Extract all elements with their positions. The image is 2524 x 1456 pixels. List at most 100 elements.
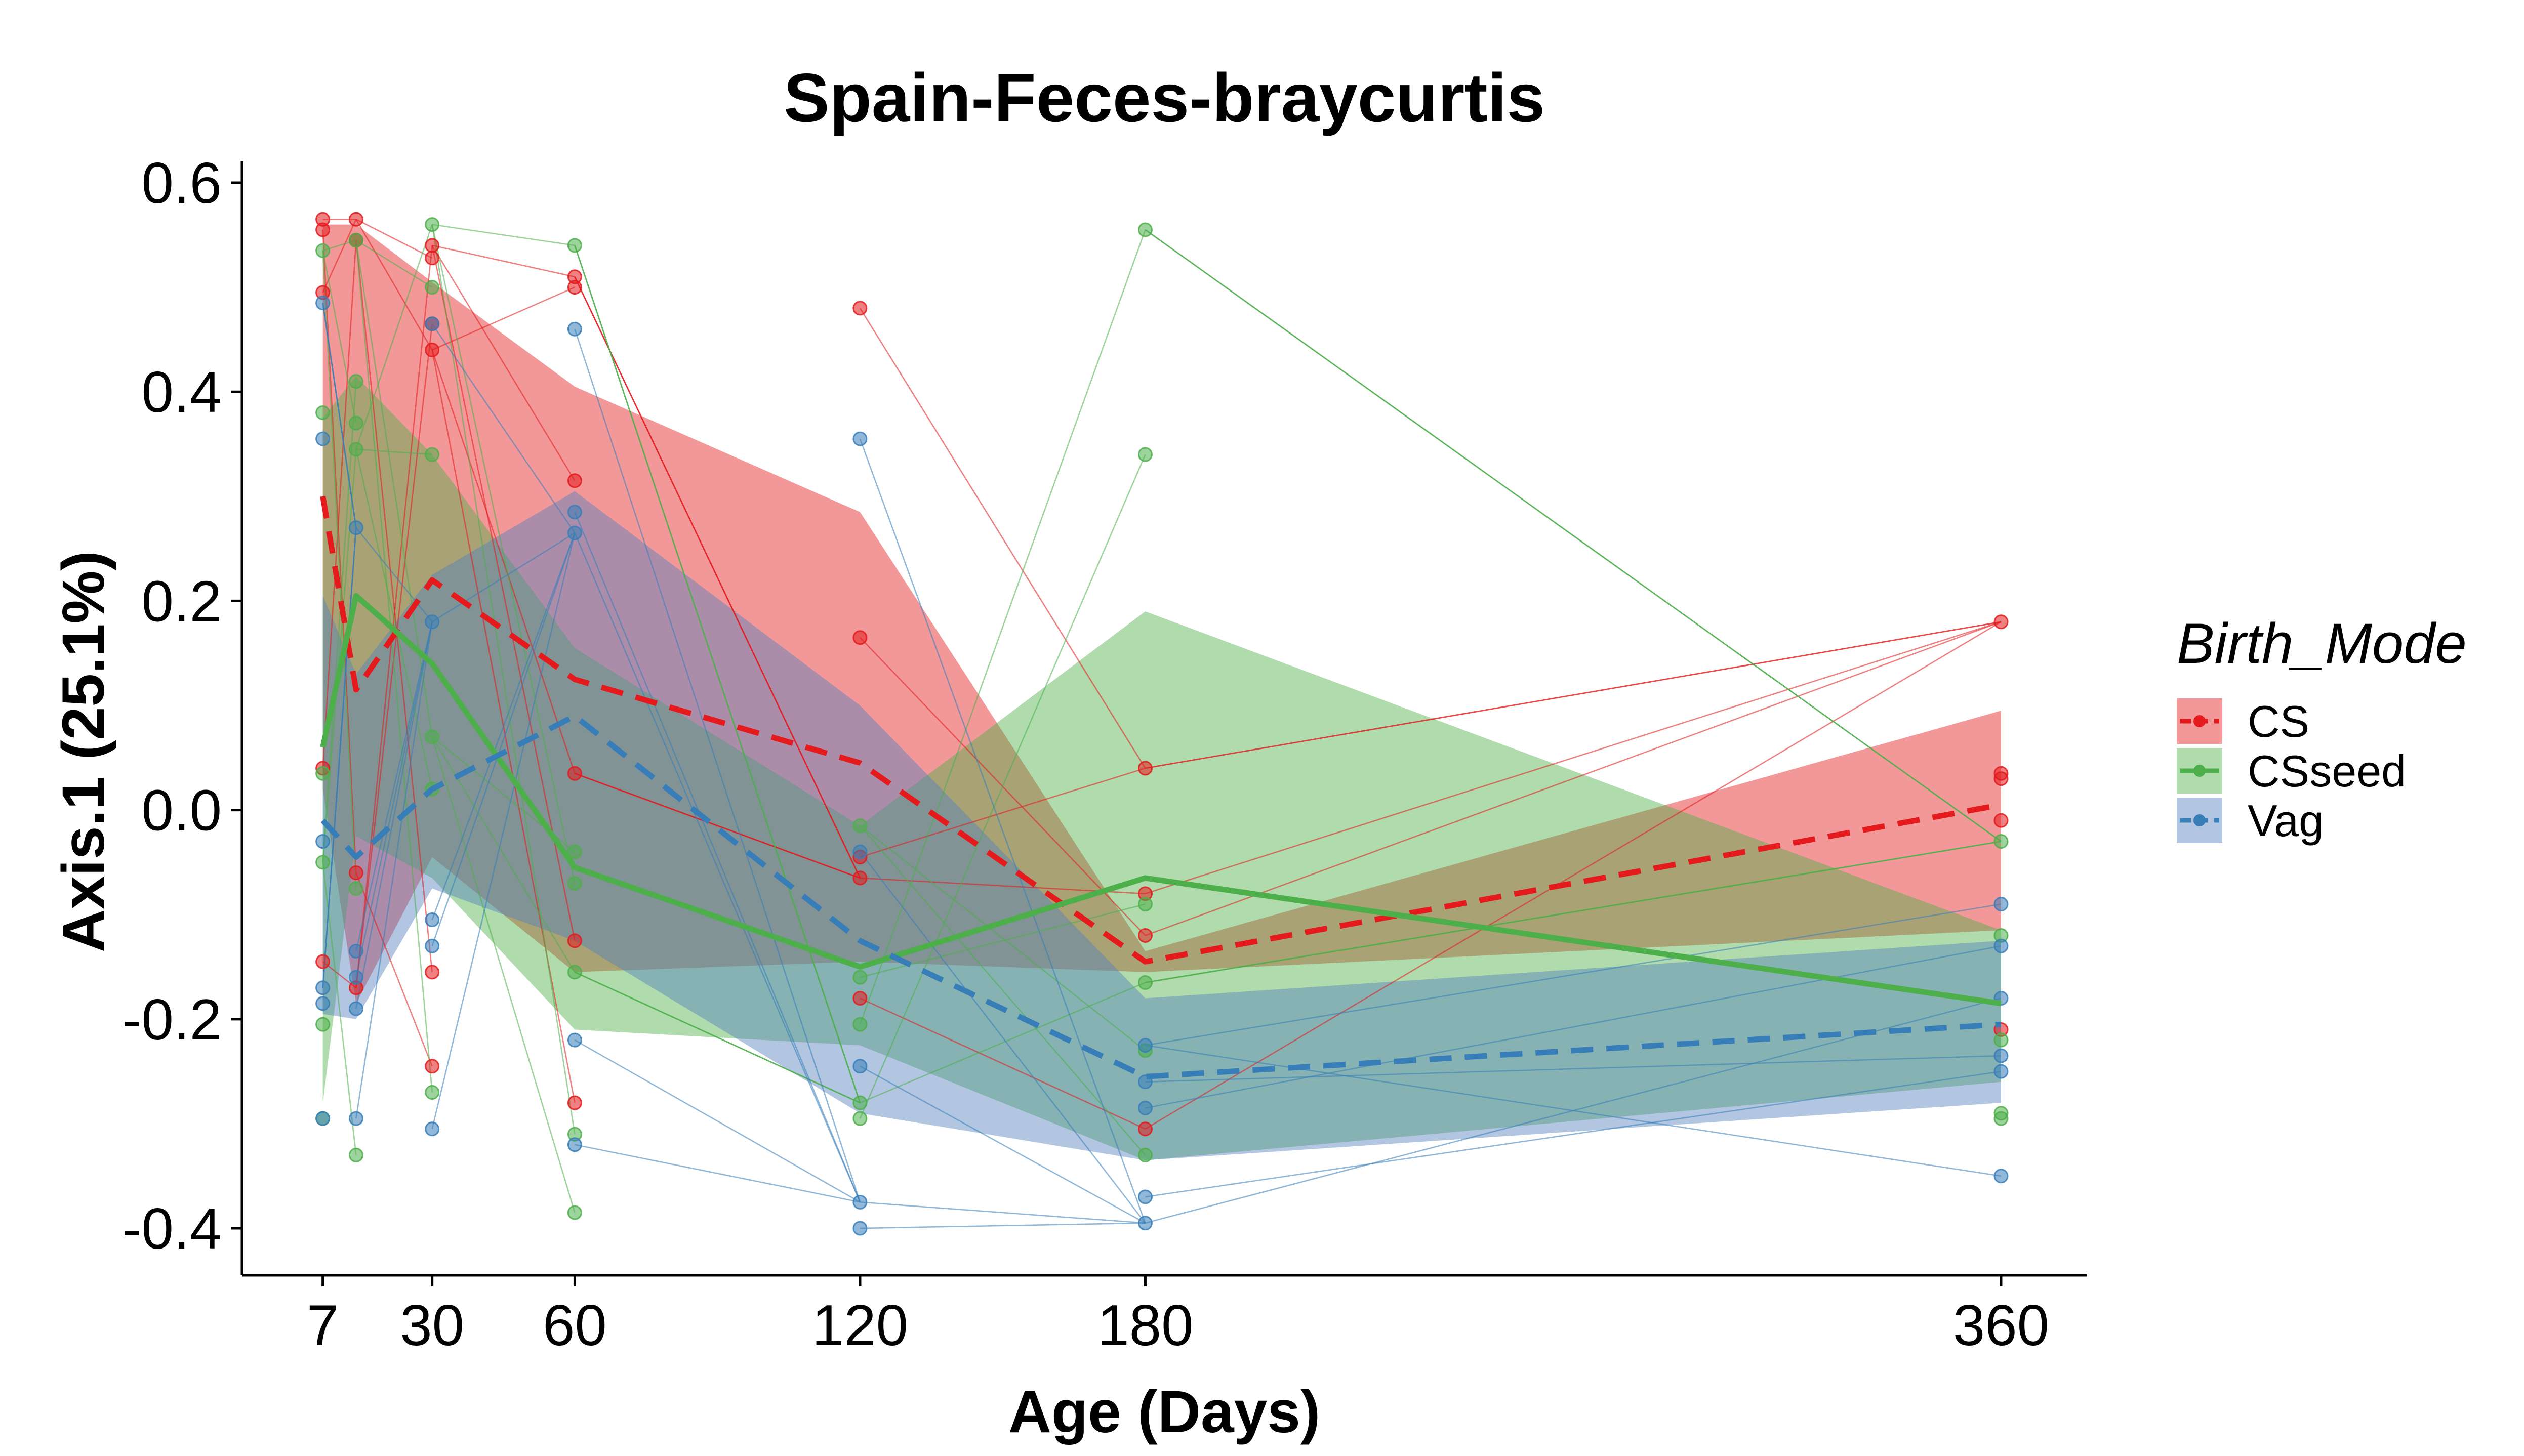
- point-vag: [348, 944, 363, 959]
- individual-trajectories: [322, 219, 2002, 1229]
- point-cs: [567, 1095, 582, 1110]
- point-csseed: [425, 217, 440, 232]
- point-cs: [425, 251, 440, 266]
- trajectory-vag: [322, 527, 357, 988]
- trajectory-csseed: [355, 240, 433, 1093]
- trajectory-cs: [355, 219, 433, 259]
- trajectory-cs: [859, 308, 1146, 769]
- trajectory-vag: [860, 1222, 1146, 1229]
- point-cs: [425, 965, 440, 980]
- point-cs: [567, 473, 582, 488]
- point-csseed: [425, 1085, 440, 1100]
- legend-dot-vag: [2193, 814, 2206, 826]
- trajectory-cs: [574, 773, 861, 879]
- point-vag: [315, 834, 331, 849]
- point-vag: [1137, 1037, 1153, 1053]
- point-vag: [348, 970, 363, 985]
- point-csseed: [852, 818, 868, 834]
- point-vag: [425, 938, 440, 953]
- trajectory-vag: [431, 532, 576, 946]
- legend-label-csseed: CSseed: [2248, 746, 2406, 796]
- x-tick-label: 180: [1097, 1294, 1193, 1358]
- point-csseed: [348, 374, 363, 389]
- point-csseed: [425, 447, 440, 462]
- point-cs: [315, 222, 331, 237]
- band-vag: [322, 491, 2001, 1160]
- point-cs: [348, 865, 363, 881]
- point-vag: [348, 520, 363, 535]
- point-vag: [1993, 1169, 2009, 1184]
- point-cs: [852, 301, 868, 316]
- point-vag: [315, 980, 331, 995]
- point-csseed: [567, 965, 582, 980]
- trajectory-csseed: [574, 245, 861, 1103]
- point-csseed: [1993, 1111, 2009, 1126]
- point-cs: [1993, 771, 2009, 786]
- point-vag: [315, 431, 331, 446]
- trajectory-csseed: [322, 381, 357, 863]
- legend-dot-cs: [2193, 715, 2206, 727]
- point-csseed: [315, 243, 331, 258]
- point-cs: [852, 630, 868, 645]
- point-vag: [348, 1111, 363, 1126]
- trajectory-vag: [355, 621, 433, 1009]
- trajectory-vag: [431, 532, 576, 920]
- point-cs: [852, 870, 868, 886]
- trajectory-vag: [322, 303, 357, 528]
- trajectory-vag: [355, 527, 433, 622]
- point-csseed: [1137, 222, 1153, 237]
- trajectory-cs: [1145, 621, 2002, 895]
- trajectory-vag: [431, 323, 576, 533]
- x-axis-title: Age (Days): [1008, 1379, 1320, 1445]
- trajectory-csseed: [355, 224, 433, 450]
- trajectory-cs: [860, 997, 1146, 1130]
- point-vag: [567, 321, 582, 337]
- axes: -0.4 -0.2 0.0 0.2 0.4 0.6 7 30 60 120 180 360: [123, 151, 2087, 1358]
- trajectory-vag: [431, 532, 576, 622]
- band-cs: [322, 224, 2001, 1004]
- trajectory-vag: [431, 532, 576, 1130]
- y-tick-label: -0.4: [123, 1197, 222, 1261]
- point-csseed: [852, 1111, 868, 1126]
- trajectory-csseed: [859, 825, 1146, 1156]
- trajectory-vag: [575, 1144, 861, 1203]
- trajectory-cs: [355, 323, 433, 988]
- trajectory-vag: [355, 621, 433, 978]
- point-vag: [348, 1001, 363, 1016]
- point-csseed: [425, 729, 440, 744]
- point-vag: [425, 614, 440, 630]
- point-vag: [852, 431, 868, 446]
- point-csseed: [1993, 834, 2009, 849]
- x-tick-label: 7: [307, 1294, 339, 1358]
- x-tick-label: 360: [1953, 1294, 2049, 1358]
- point-cs: [1993, 813, 2009, 828]
- trajectory-cs: [1145, 621, 2002, 1130]
- point-cs: [567, 280, 582, 295]
- point-csseed: [315, 766, 331, 781]
- trajectory-csseed: [574, 971, 861, 1104]
- legend-label-vag: Vag: [2248, 796, 2324, 846]
- trajectory-vag: [1145, 945, 2002, 1109]
- point-vag: [852, 1194, 868, 1210]
- trajectory-csseed: [431, 224, 576, 1135]
- point-vag: [1137, 1100, 1153, 1115]
- point-cs: [348, 212, 363, 227]
- point-csseed: [315, 405, 331, 421]
- legend-label-cs: CS: [2248, 696, 2309, 746]
- point-cs: [567, 766, 582, 781]
- mean-line-cs: [320, 495, 2002, 965]
- trajectory-vag: [1145, 1070, 2002, 1198]
- trajectory-csseed: [431, 224, 576, 884]
- point-csseed: [567, 844, 582, 859]
- point-cs: [852, 991, 868, 1006]
- y-tick-label: -0.2: [123, 988, 222, 1052]
- point-cs: [567, 933, 582, 948]
- point-cs: [315, 954, 331, 969]
- y-tick-label: 0.0: [142, 779, 222, 843]
- point-csseed: [348, 442, 363, 457]
- point-csseed: [425, 280, 440, 295]
- point-cs: [1137, 761, 1153, 776]
- data-points: [315, 212, 2009, 1236]
- y-tick-label: 0.6: [142, 151, 222, 216]
